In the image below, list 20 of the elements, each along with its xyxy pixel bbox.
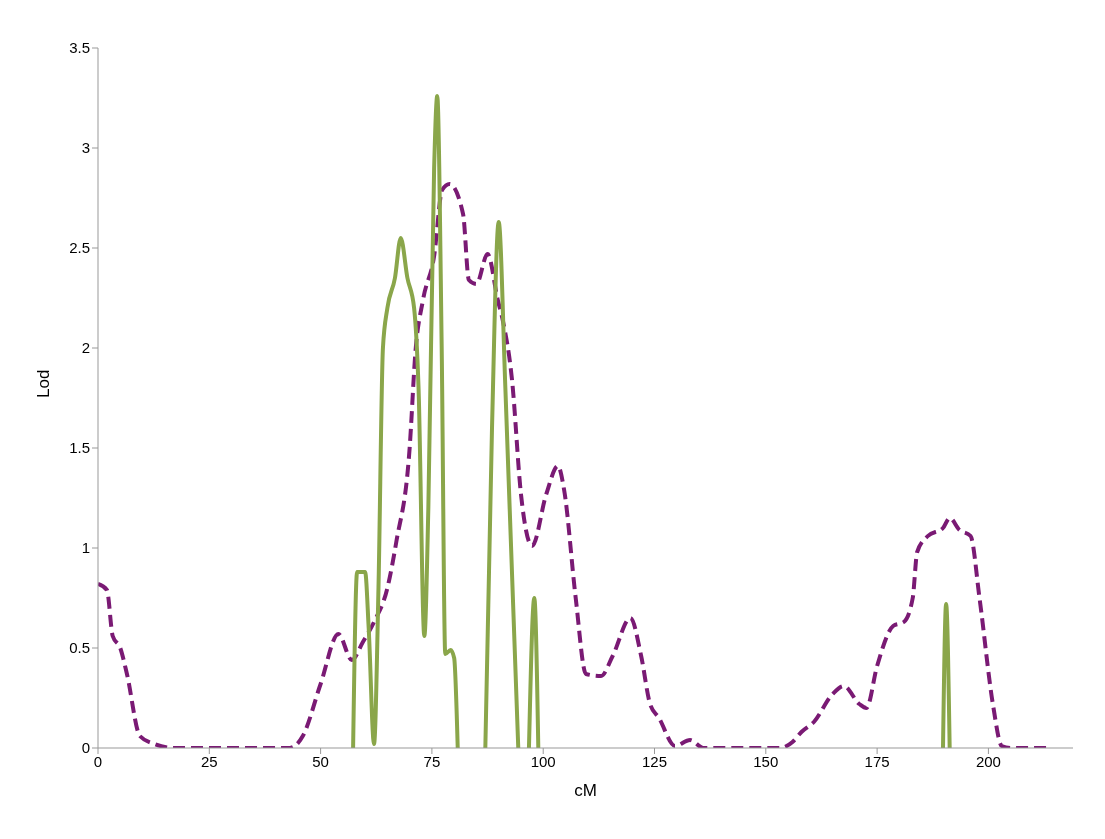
y-axis-title: Lod [34,369,54,398]
y-tick-label: 1.5 [69,439,90,457]
x-tick-label: 0 [93,752,103,770]
y-tick-label: 3 [81,139,90,157]
x-tick-label: 50 [312,752,329,770]
x-axis-title: cM [574,781,597,800]
x-tick-label: 25 [200,752,218,770]
x-tick-label: 175 [864,752,890,770]
line-series [98,182,1049,748]
y-tick-label: 1 [81,539,90,557]
x-tick-label: 100 [530,752,556,770]
x-tick-label: 125 [641,752,668,770]
y-tick-label: 2.5 [69,239,90,257]
y-tick-label: 3.5 [69,39,90,57]
y-tick-label: 0.5 [69,639,90,657]
x-tick-label: 200 [975,752,1001,770]
y-tick-label: 0 [81,739,90,757]
x-tick-label: 150 [753,752,779,770]
y-tick-label: 2 [81,339,90,357]
x-tick-label: 75 [423,752,441,770]
